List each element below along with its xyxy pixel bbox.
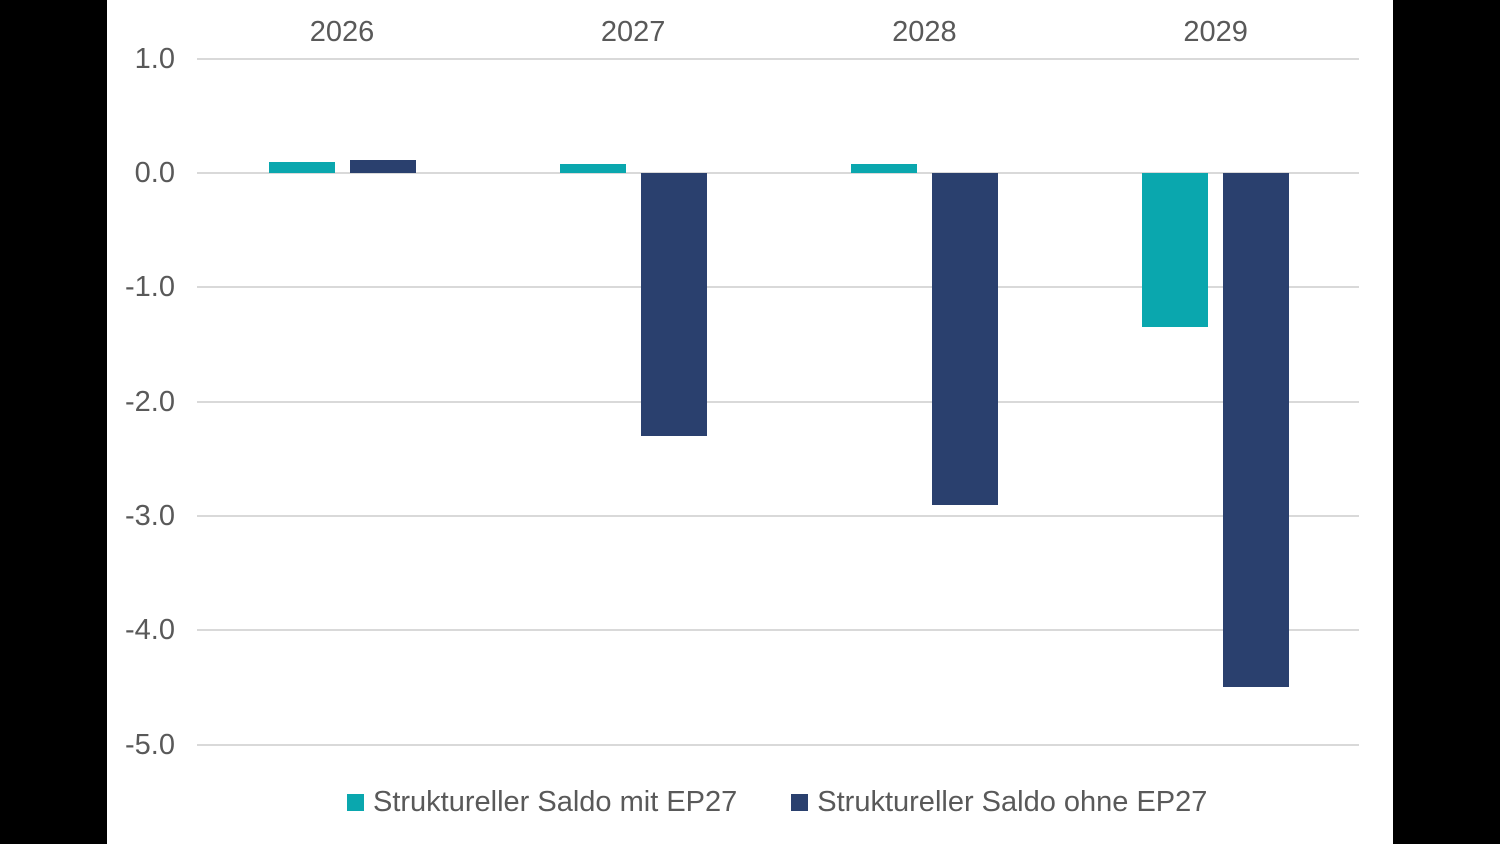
bar-2029-mit-ep27: [1142, 173, 1208, 327]
bar-2026-ohne-ep27: [350, 160, 416, 173]
legend: Struktureller Saldo mit EP27 Strukturell…: [347, 785, 1207, 819]
y-tick-label--2.0: -2.0: [125, 386, 175, 418]
y-tick-label--3.0: -3.0: [125, 500, 175, 532]
gridline--1.0: [197, 286, 1359, 288]
category-label-2026: 2026: [309, 16, 375, 48]
bar-2029-ohne-ep27: [1223, 173, 1289, 687]
bar-2026-mit-ep27: [269, 162, 335, 173]
chart-canvas: 1.0 0.0 -1.0 -2.0 -3.0 -4.0 -5.0 2026 2027 2028 2…: [107, 0, 1393, 844]
legend-label-mit-ep27: Struktureller Saldo mit EP27: [373, 786, 738, 818]
y-tick-label--5.0: -5.0: [125, 729, 175, 761]
y-tick-label--4.0: -4.0: [125, 614, 175, 646]
legend-item-mit-ep27: Struktureller Saldo mit EP27: [347, 785, 737, 819]
bar-2028-mit-ep27: [851, 164, 917, 173]
gridline--5.0: [197, 744, 1359, 746]
gridline--3.0: [197, 515, 1359, 517]
category-label-2029: 2029: [1183, 16, 1248, 48]
gridline--4.0: [197, 629, 1359, 631]
y-tick-label-1.0: 1.0: [134, 43, 175, 75]
y-tick-label-0.0: 0.0: [134, 157, 175, 189]
legend-label-ohne-ep27: Struktureller Saldo ohne EP27: [817, 786, 1208, 818]
bar-2028-ohne-ep27: [932, 173, 998, 505]
y-tick-label--1.0: -1.0: [125, 271, 175, 303]
bar-2027-mit-ep27: [560, 164, 626, 173]
gridline-1.0: [197, 58, 1359, 60]
gridline--2.0: [197, 401, 1359, 403]
category-label-2028: 2028: [892, 16, 957, 48]
bar-2027-ohne-ep27: [641, 173, 707, 436]
legend-item-ohne-ep27: Struktureller Saldo ohne EP27: [791, 785, 1207, 819]
legend-swatch-mit-ep27: [347, 793, 364, 811]
category-label-2027: 2027: [600, 16, 666, 48]
legend-swatch-ohne-ep27: [791, 793, 809, 811]
gridline-0.0: [197, 172, 1359, 174]
